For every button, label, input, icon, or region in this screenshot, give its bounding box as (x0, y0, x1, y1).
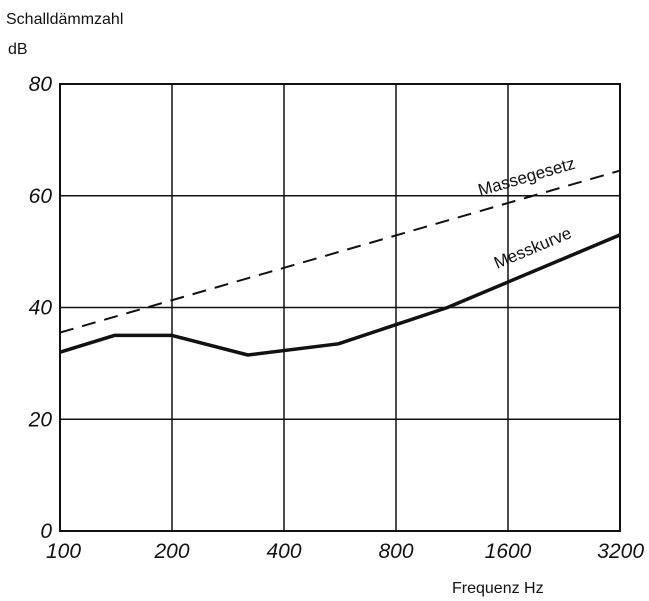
x-tick-label: 100 (46, 540, 81, 563)
series-label-massegesetz: Massegesetz (476, 154, 578, 200)
series-massegesetz-line (59, 169, 621, 334)
x-tick-label: 400 (266, 540, 301, 563)
series-messkurve-line (59, 233, 621, 357)
series-lines (59, 169, 621, 357)
y-axis-label: Schalldämmzahl (6, 11, 123, 28)
x-tick-label: 200 (153, 540, 189, 563)
tick-labels: 0 20 40 60 80 100 200 400 800 1600 3200 (28, 73, 645, 563)
y-tick-label: 80 (29, 73, 53, 96)
y-tick-label: 0 (40, 520, 52, 543)
y-tick-label: 60 (29, 185, 53, 208)
grid (59, 83, 621, 532)
x-tick-label: 800 (378, 540, 413, 563)
y-axis-unit: dB (8, 41, 28, 58)
x-axis-label: Frequenz Hz (452, 580, 544, 597)
y-tick-label: 40 (29, 297, 53, 320)
x-tick-label: 1600 (485, 540, 532, 563)
plot-frame (59, 83, 621, 532)
series-label-messkurve: Messkurve (491, 223, 574, 272)
y-tick-label: 20 (28, 408, 53, 431)
series-labels: Massegesetz Messkurve (476, 154, 578, 273)
x-tick-label: 3200 (597, 540, 644, 563)
